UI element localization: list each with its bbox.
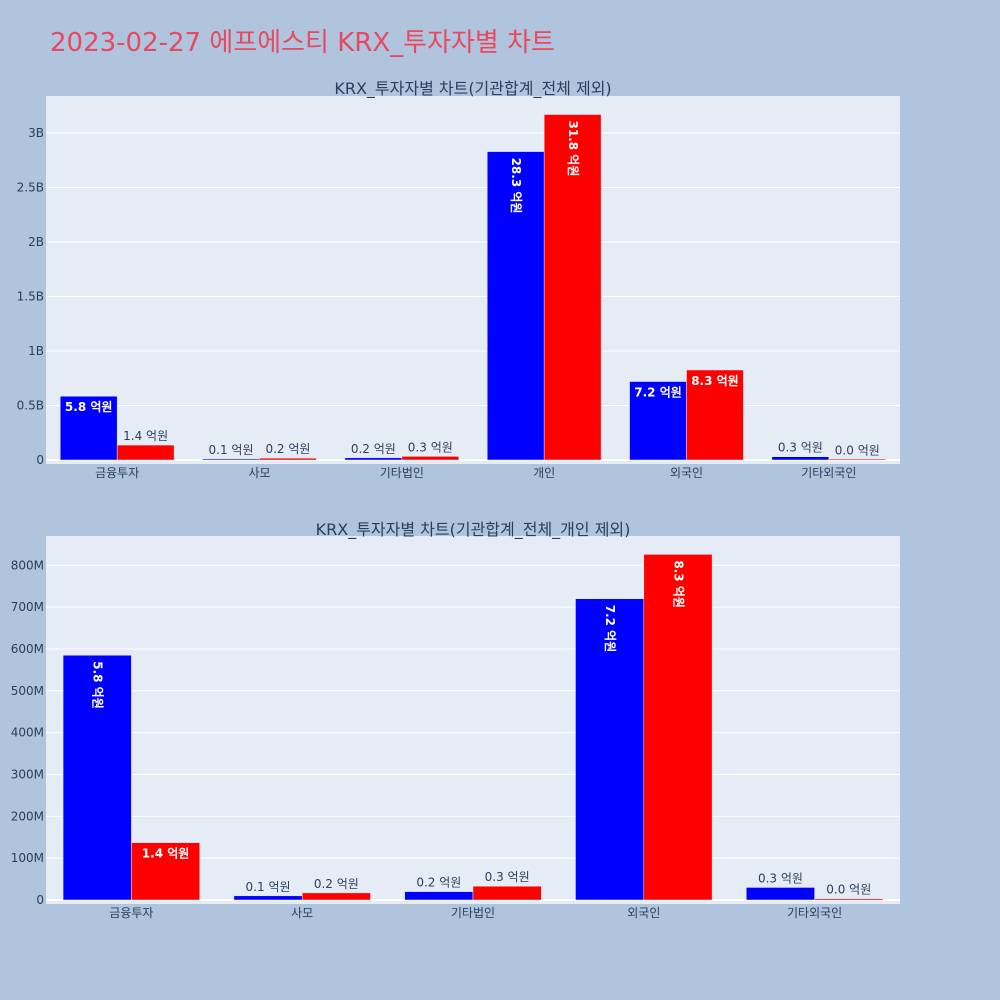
bar — [543, 114, 602, 461]
y-tick-label: 3B — [28, 126, 44, 140]
data-label: 0.0 억원 — [826, 883, 871, 897]
bar — [486, 151, 545, 461]
bar — [575, 598, 645, 901]
x-tick-label: 금융투자 — [95, 466, 139, 480]
data-label: 8.3 억원 — [671, 560, 685, 608]
chart-2: 0 100M 200M 300M 400M 500M 600M 700M 800M KRX_투자자… — [11, 520, 900, 920]
bar — [59, 395, 118, 461]
y-tick-label: 2.5B — [17, 181, 44, 195]
bar — [686, 369, 744, 461]
bar — [116, 444, 175, 461]
data-label: 0.1 억원 — [209, 443, 254, 457]
y-tick-label: 200M — [11, 809, 44, 823]
y-tick-label: 1B — [28, 344, 44, 358]
y-tick-label: 700M — [11, 600, 44, 614]
y-tick-label: 1.5B — [17, 290, 44, 304]
bar — [814, 898, 884, 901]
bar — [344, 457, 403, 461]
bar — [771, 456, 830, 461]
data-label: 0.2 억원 — [416, 876, 461, 890]
x-tick-label: 사모 — [248, 466, 270, 480]
data-label: 0.3 억원 — [758, 871, 803, 885]
x-tick-label: 외국인 — [627, 906, 660, 920]
bar — [746, 887, 815, 901]
y-tick-label: 0.5B — [17, 399, 44, 413]
bar — [629, 381, 687, 461]
y-tick-label: 400M — [11, 726, 44, 740]
y-tick-label: 600M — [11, 642, 44, 656]
y-tick-label: 2B — [28, 235, 44, 249]
x-tick-label: 사모 — [291, 906, 313, 920]
chart-1: 0 0.5B 1B 1.5B 2B 2.5B 3B KRX_투자자별 차트(기관합계_전체 제… — [17, 79, 900, 480]
y-tick-label: 0 — [36, 893, 44, 907]
bar — [301, 892, 371, 901]
page-title: 2023-02-27 에프에스티 KRX_투자자별 차트 — [50, 28, 555, 58]
bar — [828, 458, 887, 461]
y-tick-label: 800M — [11, 558, 44, 572]
data-label: 31.8 억원 — [566, 121, 580, 177]
chart-title: KRX_투자자별 차트(기관합계_전체 제외) — [334, 79, 611, 99]
data-label: 1.4 억원 — [123, 429, 168, 443]
y-tick-label: 500M — [11, 684, 44, 698]
bar — [202, 458, 260, 461]
data-label: 5.8 억원 — [65, 400, 113, 414]
data-label: 0.0 억원 — [835, 444, 880, 458]
data-label: 8.3 억원 — [691, 374, 739, 388]
x-tick-label: 기타외국인 — [801, 466, 856, 480]
data-label: 0.2 억원 — [265, 442, 310, 456]
x-tick-label: 개인 — [533, 466, 555, 480]
data-label: 28.3 억원 — [509, 158, 523, 214]
x-tick-label: 기타외국인 — [787, 906, 842, 920]
bar — [131, 842, 200, 901]
bar — [404, 891, 474, 901]
data-label: 0.3 억원 — [778, 441, 823, 455]
chart-title: KRX_투자자별 차트(기관합계_전체_개인 제외) — [316, 520, 631, 540]
y-tick-label: 100M — [11, 851, 44, 865]
data-label: 5.8 억원 — [91, 661, 105, 709]
x-tick-label: 기타법인 — [451, 906, 495, 920]
data-label: 7.2 억원 — [603, 605, 617, 653]
x-tick-label: 외국인 — [670, 466, 703, 480]
y-tick-label: 0 — [36, 453, 44, 467]
y-tick-label: 300M — [11, 767, 44, 781]
data-label: 0.1 억원 — [246, 880, 291, 894]
data-label: 7.2 억원 — [634, 386, 682, 400]
data-label: 0.2 억원 — [314, 877, 359, 891]
bar — [643, 554, 713, 901]
x-tick-label: 기타법인 — [380, 466, 424, 480]
bar — [401, 456, 460, 461]
x-tick-label: 금융투자 — [109, 906, 153, 920]
data-label: 1.4 억원 — [142, 847, 190, 861]
bar — [62, 654, 132, 901]
bar — [233, 895, 303, 901]
data-label: 0.3 억원 — [408, 440, 453, 454]
data-label: 0.2 억원 — [351, 442, 396, 456]
bar — [259, 457, 317, 461]
bar — [472, 885, 542, 901]
plot-area — [46, 96, 900, 464]
data-label: 0.3 억원 — [485, 870, 530, 884]
